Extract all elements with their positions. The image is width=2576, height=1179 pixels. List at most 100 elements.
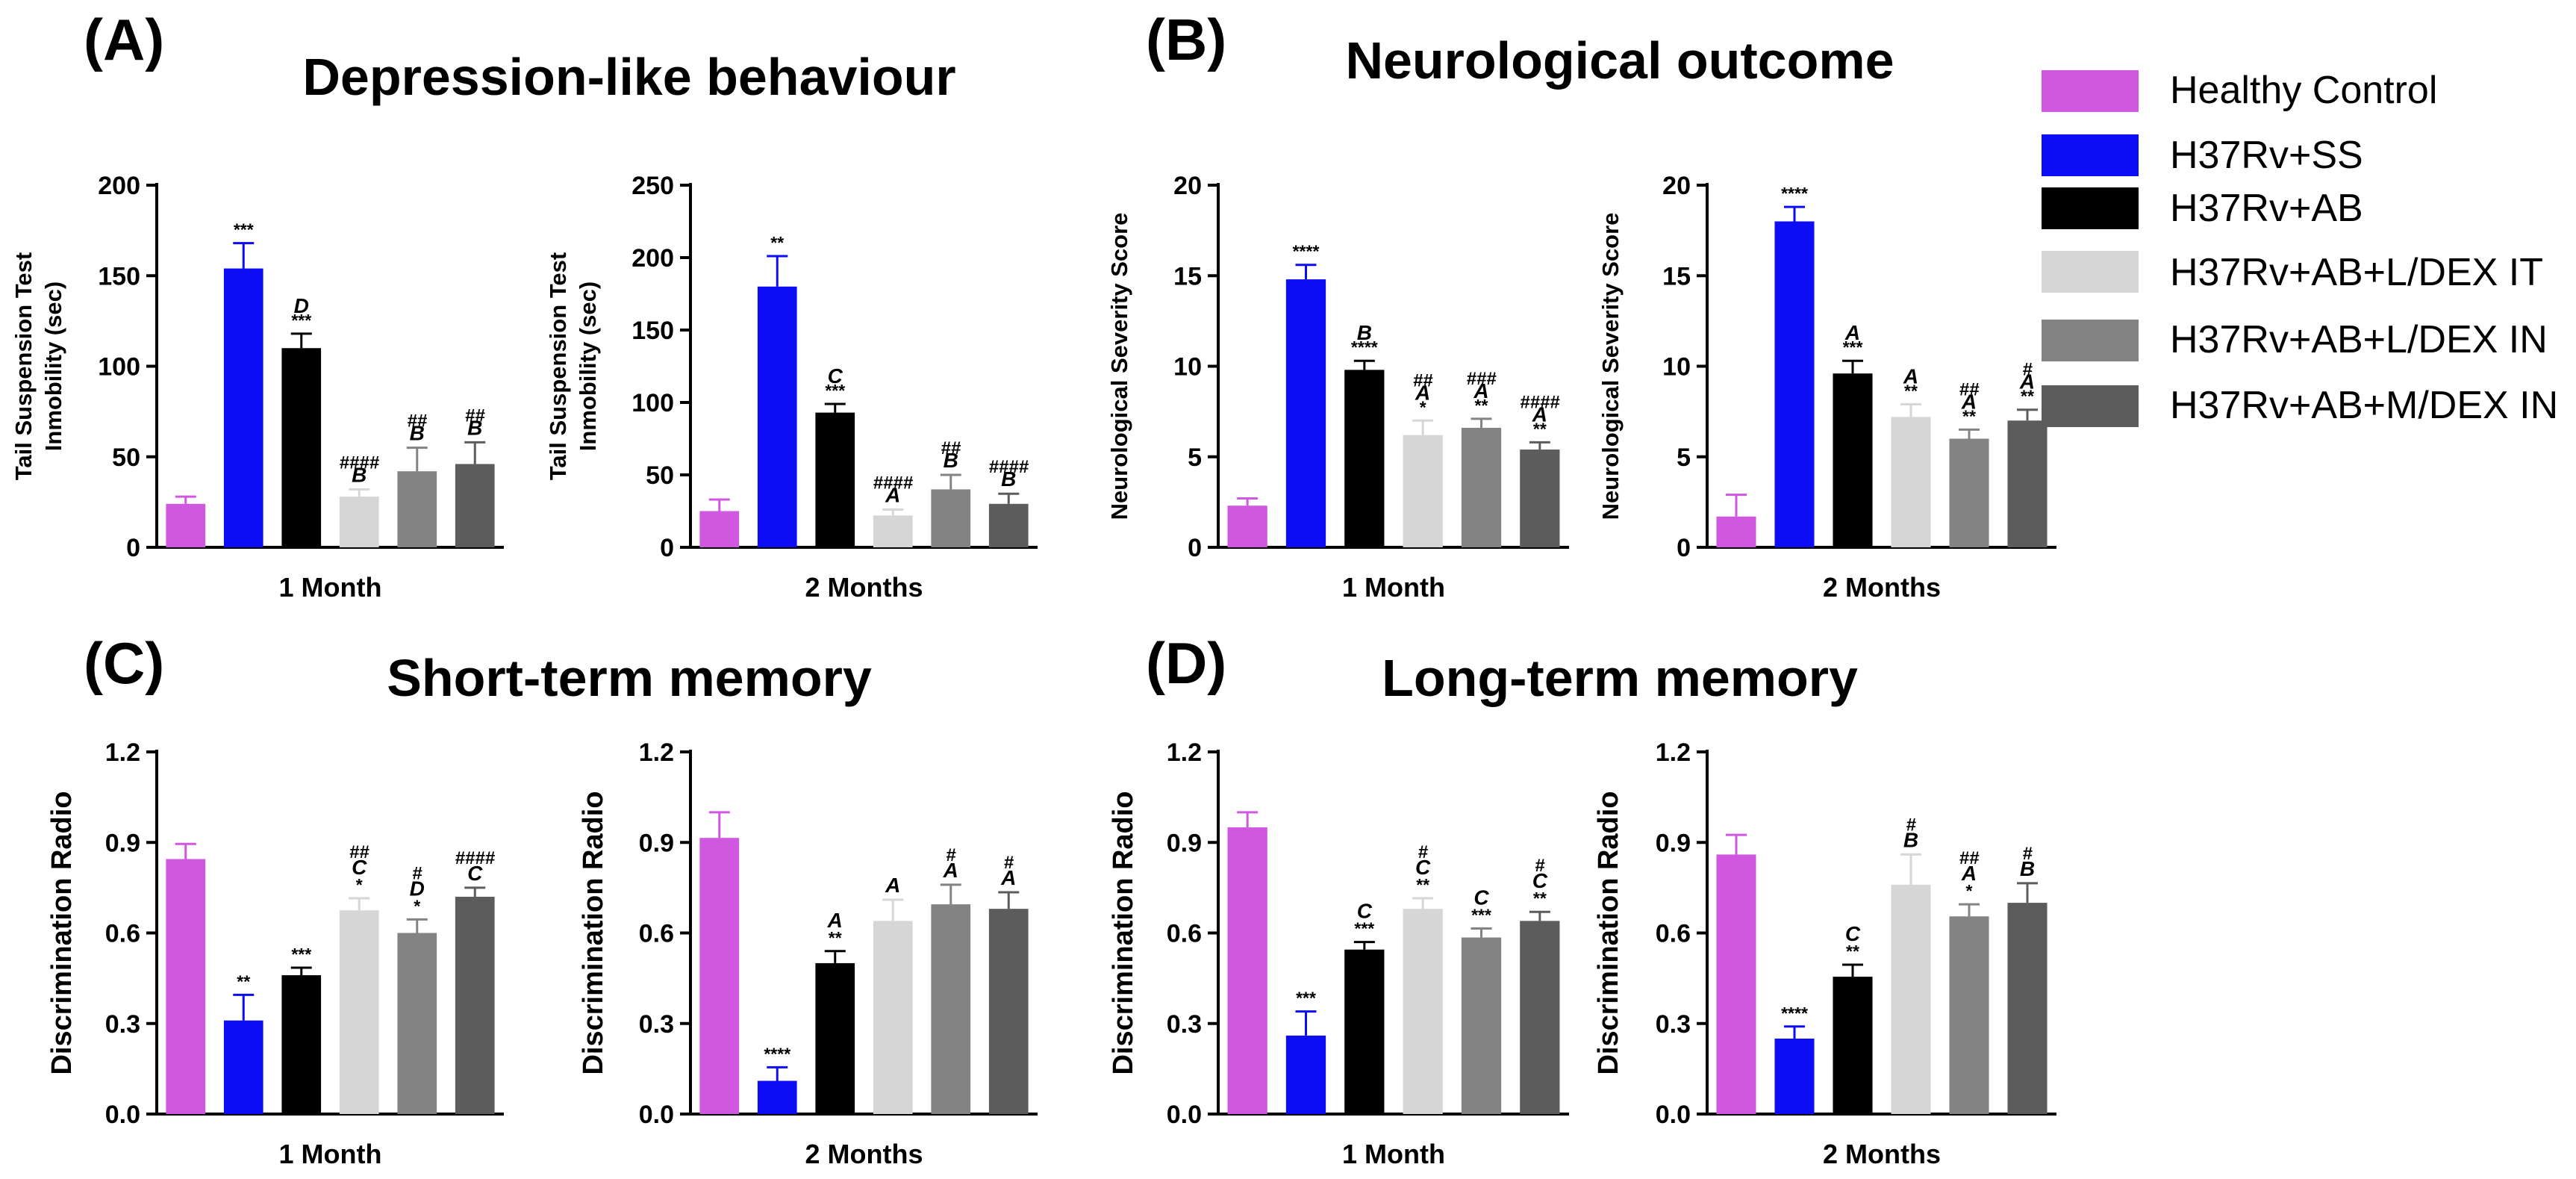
significance-label: ##: [465, 405, 485, 426]
significance-label: C: [1532, 869, 1548, 892]
y-tick-label: 5: [1677, 444, 1691, 472]
significance-label: A: [1844, 321, 1860, 344]
significance-label: A: [1961, 390, 1977, 413]
bar-1: [699, 838, 740, 1114]
bar-2: [1774, 1038, 1815, 1114]
y-tick-label: 0.0: [639, 1101, 674, 1129]
significance-label: ####: [1520, 392, 1560, 412]
bar-2: [757, 1080, 797, 1114]
significance-label: D: [410, 877, 425, 900]
bar-4: [1403, 435, 1443, 547]
chart-2: 0 50 100 150 200 250 Tail Suspension Test Inmob…: [545, 172, 1038, 603]
y-axis-label: Discrimination Radio: [1108, 791, 1139, 1074]
significance-label: A: [1000, 866, 1016, 889]
y-tick-label: 0.3: [105, 1010, 140, 1039]
legend-label-l-dex-it: H37Rv+AB+L/DEX IT: [2170, 251, 2543, 294]
y-axis-label: Inmobility (sec): [575, 281, 601, 451]
panel-letter-b: (B): [1146, 7, 1226, 72]
legend-swatch-l-dex-in: [2042, 320, 2139, 361]
y-tick-label: 0.0: [1656, 1101, 1691, 1129]
significance-label: *: [414, 896, 420, 915]
y-tick-label: 100: [631, 389, 674, 417]
panel-title-d: Long-term memory: [1382, 649, 1858, 707]
significance-label: ##: [1959, 848, 1980, 868]
significance-label: A: [1532, 402, 1547, 426]
significance-label: C: [1845, 922, 1861, 945]
y-tick-label: 10: [1173, 353, 1202, 382]
bar-3: [281, 975, 322, 1114]
y-tick-label: 250: [631, 172, 674, 200]
significance-label: ##: [407, 411, 427, 432]
significance-label: C: [467, 862, 483, 885]
legend-swatch-h37rv-ss: [2042, 134, 2139, 176]
bar-5: [931, 489, 971, 547]
legend-label-m-dex-in: H37Rv+AB+M/DEX IN: [2170, 384, 2558, 427]
x-axis-label: 1 Month: [1342, 1139, 1445, 1169]
significance-label: C: [352, 856, 367, 879]
chart-5: 0.0 0.3 0.6 0.9 1.2 Discrimination Radio 1 Mon…: [46, 738, 504, 1169]
bar-2: [1285, 279, 1326, 547]
y-tick-label: 15: [1662, 262, 1691, 290]
bar-2: [1285, 1035, 1326, 1114]
legend: Healthy Control H37Rv+SS H37Rv+AB H37Rv+…: [2042, 69, 2558, 427]
y-axis-label: Tail Suspension Test: [545, 252, 571, 480]
y-tick-label: 0.6: [639, 920, 674, 948]
chart-1: 0 50 100 150 200 Tail Suspension Test Inmobili…: [10, 172, 504, 603]
significance-label: C: [1357, 900, 1373, 923]
y-tick-label: 0: [1188, 534, 1202, 562]
bar-5: [397, 933, 437, 1114]
bar-6: [988, 503, 1029, 547]
bar-6: [2007, 420, 2048, 547]
y-tick-label: 5: [1188, 444, 1202, 472]
significance-label: ###: [1466, 369, 1497, 389]
panel-title-b: Neurological outcome: [1345, 31, 1894, 90]
bar-1: [166, 503, 206, 547]
y-tick-label: 50: [646, 461, 674, 490]
y-tick-label: 1.2: [1656, 738, 1691, 767]
y-tick-label: 0.6: [1167, 920, 1202, 948]
y-tick-label: 0: [126, 534, 140, 562]
x-axis-label: 2 Months: [805, 572, 923, 603]
significance-label: ##: [349, 842, 369, 862]
y-axis-label: Discrimination Radio: [1593, 791, 1624, 1074]
significance-label: **: [2021, 387, 2034, 406]
significance-label: #: [412, 863, 422, 883]
panel-title-a: Depression-like behaviour: [302, 48, 955, 106]
significance-label: ***: [1843, 337, 1863, 357]
bar-5: [1461, 937, 1502, 1114]
y-tick-label: 0.6: [1656, 920, 1691, 948]
y-axis-label: Neurological Severity Score: [1597, 213, 1624, 520]
y-tick-label: 20: [1173, 172, 1202, 200]
bar-4: [1891, 417, 1931, 547]
significance-label: A: [943, 859, 958, 882]
chart-4: 0 5 10 15 20 Neurological Severity Score 2 Mon…: [1597, 172, 2056, 603]
y-tick-label: 200: [98, 172, 140, 200]
significance-label: ***: [291, 945, 311, 964]
significance-label: **: [1475, 396, 1488, 415]
x-axis-label: 1 Month: [279, 1139, 382, 1169]
significance-label: B: [352, 463, 367, 486]
x-axis-label: 1 Month: [279, 572, 382, 603]
y-tick-label: 10: [1662, 353, 1691, 382]
significance-label: ****: [1293, 242, 1320, 261]
significance-label: **: [1533, 419, 1547, 438]
significance-label: *: [1420, 397, 1426, 417]
significance-label: D: [294, 294, 309, 317]
y-tick-label: 50: [112, 444, 140, 472]
significance-label: **: [237, 971, 250, 991]
significance-label: ####: [340, 452, 380, 473]
significance-label: ****: [764, 1044, 790, 1063]
y-axis-label: Tail Suspension Test: [10, 252, 37, 480]
significance-label: ****: [1781, 1004, 1808, 1023]
bar-1: [1716, 516, 1756, 547]
significance-label: ***: [1471, 905, 1491, 924]
y-tick-label: 0.6: [105, 920, 140, 948]
chart-3: 0 5 10 15 20 Neurological Severity Score 1 Mon…: [1106, 172, 1569, 603]
significance-label: **: [1904, 381, 1918, 400]
bar-1: [1227, 827, 1267, 1114]
significance-label: ####: [989, 457, 1029, 477]
significance-label: A: [885, 484, 900, 507]
y-tick-label: 150: [631, 317, 674, 345]
bar-4: [339, 910, 379, 1114]
